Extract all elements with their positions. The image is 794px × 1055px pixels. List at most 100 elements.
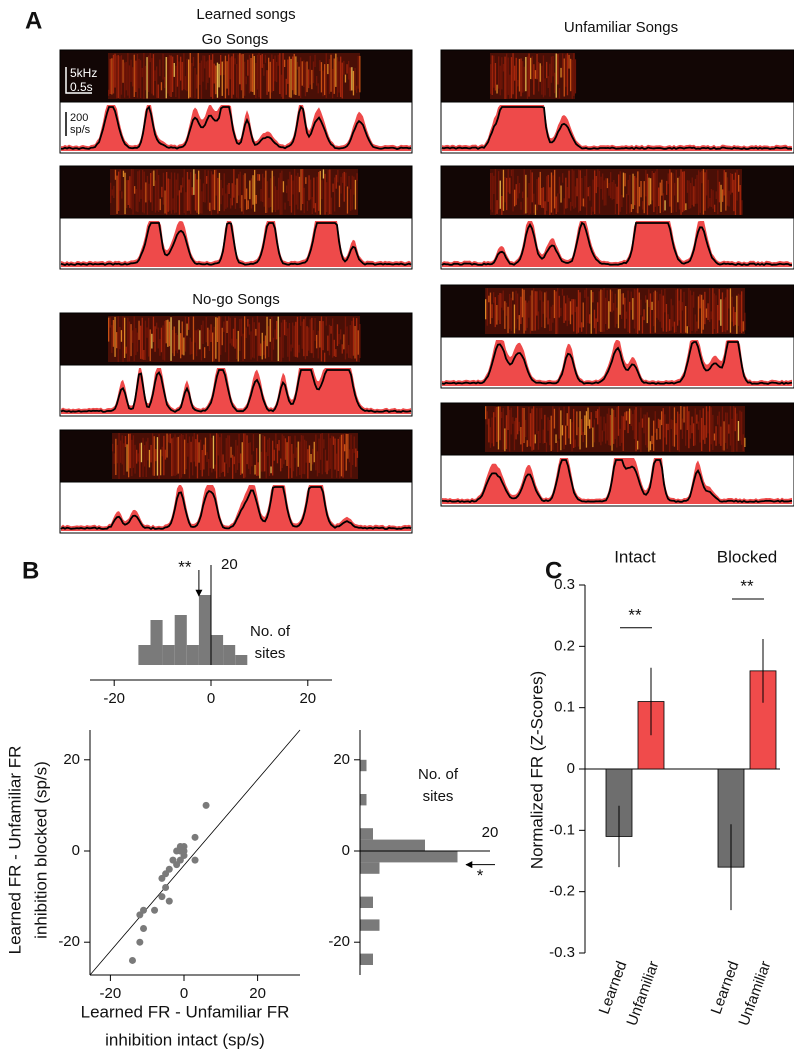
x-tick-label: Learned [708,959,743,1017]
spectrogram-stripe [262,435,264,472]
spectrogram-stripe [226,320,228,333]
spectrogram-stripe [252,434,255,452]
spectrogram-stripe [190,172,192,214]
spectrogram-stripe [629,301,631,334]
spectrogram-stripe [108,89,110,96]
spectrogram-stripe [606,290,608,330]
spectrogram-stripe [140,325,142,359]
spectrogram-stripe [284,319,286,336]
spectrogram-stripe [131,439,133,477]
spectrogram-stripe [544,292,546,329]
spectrogram-stripe [582,198,585,207]
spectrogram-stripe [645,170,647,197]
spectrogram-stripe [592,291,594,303]
spectrogram-stripe [558,176,561,194]
spectrogram-stripe [114,53,116,88]
spectrogram-stripe [150,173,152,203]
spectrogram-stripe [184,316,187,352]
spectrogram-stripe [617,406,620,436]
spectrogram-stripe [145,441,147,477]
spectrogram-stripe [322,321,324,351]
spectrogram-stripe [713,433,716,441]
spectrogram-stripe [499,180,501,209]
spectrogram-stripe [327,64,329,75]
spectrogram-stripe [114,316,116,357]
spectrogram-stripe [563,406,565,450]
spectrogram-stripe [597,409,599,425]
psth-line [60,486,412,531]
spectrogram-stripe [113,185,115,198]
spectrogram-stripe [223,60,225,75]
spectrogram-stripe [244,433,247,478]
spectrogram-stripe [297,441,299,467]
spectrogram-stripe [686,406,688,430]
spectrogram-stripe [303,187,305,214]
y-tick-label: 20 [333,751,350,768]
spectrogram-stripe [219,437,221,477]
x-axis-label: inhibition intact (sp/s) [105,1030,265,1049]
spectrogram-stripe [654,171,657,207]
spectrogram-stripe [242,54,244,99]
spectrogram-stripe [311,69,313,90]
spectrogram-stripe [510,57,513,99]
spectrogram-stripe [658,187,660,207]
hist-bar [360,896,373,908]
spectrogram-stripe [626,193,628,214]
spectrogram-stripe [352,448,354,465]
spectrogram-stripe [694,408,696,446]
spectrogram-stripe [530,57,532,80]
spectrogram-stripe [289,436,291,469]
spectrogram-stripe [238,174,240,196]
spectrogram-stripe [342,173,344,183]
spectrogram-stripe [498,56,500,89]
spectrogram-stripe [560,67,562,78]
spectrogram-stripe [521,288,524,318]
spectrogram-stripe [282,319,284,358]
spectrogram-stripe [158,433,160,479]
spectrogram-stripe [507,406,509,430]
spectrogram-stripe [272,440,274,476]
spectrogram-stripe [627,290,629,332]
spectrogram-stripe [200,60,203,99]
spectrogram-stripe [643,309,645,321]
spectrogram-stripe [622,293,624,305]
spectrogram-stripe [161,186,163,198]
spectrogram-stripe [577,290,580,333]
spectrogram-stripe [187,443,189,457]
spectrogram-stripe [725,172,727,211]
spectrogram-stripe [547,174,549,202]
y-tick-label: -20 [58,933,80,950]
spectrogram-stripe [693,186,695,207]
spectrogram-stripe [349,325,351,359]
spectrogram-stripe [320,316,323,362]
spectrogram-stripe [720,426,722,446]
spectrogram-stripe [533,64,535,95]
spectrogram-stripe [143,53,145,99]
spectrogram-stripe [357,56,359,89]
spectrogram-stripe [627,179,629,196]
spectrogram-stripe [558,407,560,439]
spectrogram-stripe [343,171,345,202]
spectrogram-stripe [742,321,744,332]
spectrogram-stripe [325,53,327,99]
x-tick-label: Unfamiliar [623,959,662,1028]
spectrogram-stripe [146,327,148,338]
spectrogram-stripe [268,197,270,208]
spectrogram-stripe [254,464,256,475]
spectrogram-stripe [510,407,512,435]
spectrogram-stripe [582,302,584,328]
scale-label: 0.5s [70,80,93,94]
spectrogram-stripe [164,76,166,89]
spectrogram-stripe [286,442,288,466]
spectrogram-stripe [354,179,357,210]
spectrogram-stripe [190,441,192,463]
spectrogram-stripe [124,436,127,448]
spectrogram-stripe [498,171,500,210]
spectrogram-stripe [176,54,179,87]
spectrogram-stripe [526,197,529,213]
spectrogram-stripe [712,288,714,334]
spectrogram-stripe [645,295,647,303]
spectrogram-stripe [323,439,325,449]
spectrogram-stripe [726,289,728,331]
spectrogram-stripe [677,411,679,451]
